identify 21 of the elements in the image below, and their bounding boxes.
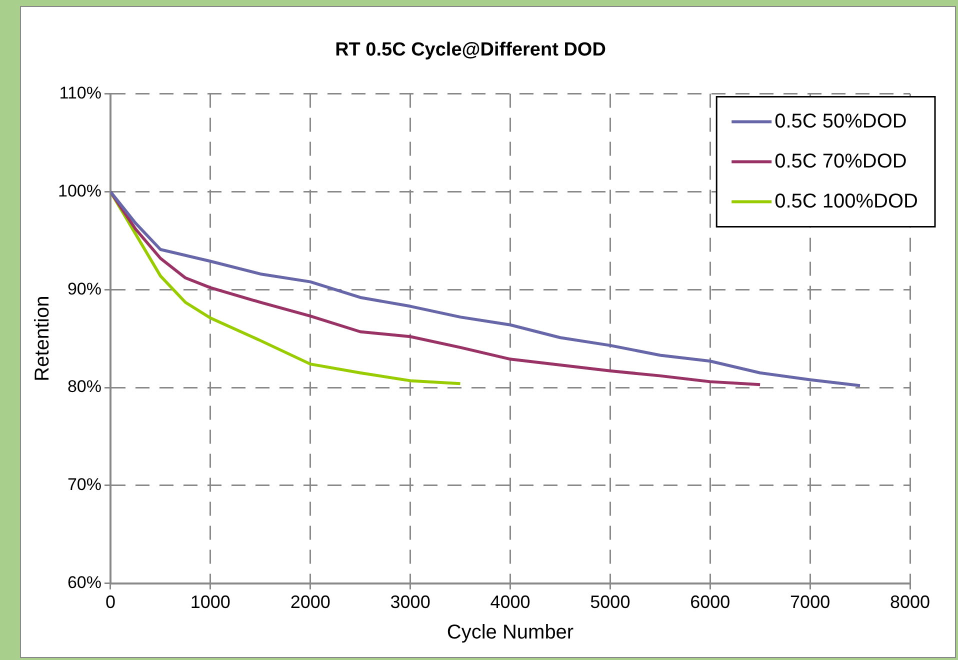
x-tick-label: 6000: [690, 592, 730, 612]
x-tick-label: 2000: [290, 592, 330, 612]
y-tick-label: 80%: [67, 377, 102, 396]
y-axis-title: Retention: [32, 296, 54, 382]
y-tick-label: 110%: [59, 83, 102, 102]
x-tick-label: 1000: [190, 592, 230, 612]
y-tick-label: 90%: [67, 279, 102, 298]
chart-title: RT 0.5C Cycle@Different DOD: [335, 40, 606, 61]
legend-label: 0.5C 50%DOD: [774, 110, 907, 132]
x-tick-label: 0: [105, 592, 116, 612]
x-tick-label: 3000: [390, 592, 430, 612]
x-tick-label: 8000: [890, 592, 930, 612]
legend-label: 0.5C 100%DOD: [774, 190, 918, 212]
y-tick-label: 60%: [67, 573, 102, 592]
x-axis-title: Cycle Number: [446, 622, 574, 644]
y-tick-label: 100%: [58, 181, 102, 200]
legend-label: 0.5C 70%DOD: [774, 150, 907, 172]
x-tick-label: 7000: [790, 592, 830, 612]
y-tick-label: 70%: [67, 475, 102, 494]
x-tick-label: 5000: [590, 592, 630, 612]
x-tick-label: 4000: [490, 592, 530, 612]
